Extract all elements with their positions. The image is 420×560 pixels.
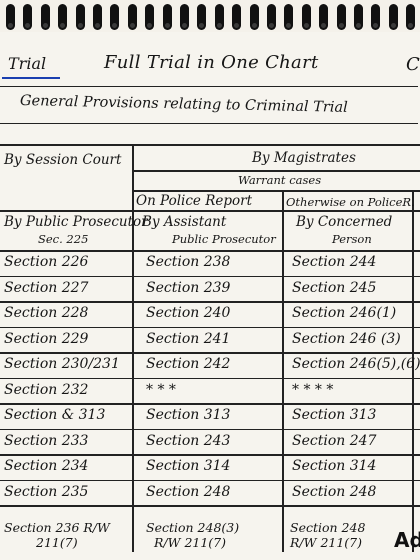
public-prosecutor-header: By Public Prosecutor <box>4 214 148 230</box>
topic-label: Trial <box>8 54 47 73</box>
table-cell: Section 314 <box>292 458 377 474</box>
page-bottom-edge <box>0 554 420 560</box>
header-bottom-border <box>0 250 420 252</box>
spiral-ring <box>40 4 50 30</box>
last-row-col3-line1: Section 248 <box>290 520 366 535</box>
warrant-divider <box>132 190 420 192</box>
spiral-ring <box>406 4 416 30</box>
table-cell: Section & 313 <box>4 407 106 423</box>
trial-chart-table: By Session Court By Magistrates Warrant … <box>0 144 420 554</box>
table-cell: Section 239 <box>146 279 231 296</box>
spiral-ring <box>127 4 137 30</box>
warrant-cases-header: Warrant cases <box>238 173 322 187</box>
spiral-ring <box>214 4 224 30</box>
notebook-spiral-binding <box>0 0 420 38</box>
table-cell: Section 313 <box>292 407 377 423</box>
row-divider <box>0 377 420 379</box>
spiral-ring <box>249 4 259 30</box>
assistant-prosecutor-header: By Assistant <box>142 214 227 230</box>
magistrate-divider <box>132 170 420 172</box>
row-divider <box>0 479 420 481</box>
magistrates-header: By Magistrates <box>252 150 356 166</box>
table-cell: Section 226 <box>4 254 89 270</box>
spiral-ring <box>232 4 242 30</box>
spiral-ring <box>267 4 276 30</box>
table-cell: Section 227 <box>4 279 89 296</box>
table-cell: Section 314 <box>146 458 231 474</box>
row-divider <box>0 403 420 405</box>
row-divider <box>0 505 420 507</box>
cut-off-letter: C <box>406 54 420 75</box>
row-divider <box>0 428 420 430</box>
table-cell: Section 238 <box>146 254 231 270</box>
notebook-page: Trial Full Trial in One Chart C General … <box>0 32 420 560</box>
last-row-col1-line1: Section 236 R/W <box>4 520 110 535</box>
table-cell: Section 245 <box>292 279 377 296</box>
table-cell: Section 242 <box>146 356 231 372</box>
spiral-ring <box>162 4 172 30</box>
spiral-ring <box>354 4 363 30</box>
spiral-ring <box>336 4 346 30</box>
spiral-ring <box>284 4 294 30</box>
spiral-ring <box>319 4 329 30</box>
table-cell: Section 233 <box>4 432 89 449</box>
spiral-ring <box>180 4 189 30</box>
table-cell: Section 232 <box>4 381 89 398</box>
column-divider-2 <box>282 190 284 552</box>
table-cell: Section 235 <box>4 483 89 500</box>
column-divider-3 <box>412 190 414 552</box>
spiral-ring <box>371 4 381 30</box>
police-report-header: On Police Report <box>136 193 252 209</box>
spiral-ring <box>58 4 68 30</box>
table-cell: Section 246(1) <box>292 305 397 321</box>
spiral-ring <box>301 4 311 30</box>
row-divider <box>0 352 420 354</box>
concerned-person-header: By Concerned <box>296 214 393 230</box>
table-cell: Section 228 <box>4 305 89 321</box>
column-divider-1 <box>132 144 134 552</box>
session-court-header: By Session Court <box>4 152 122 168</box>
spiral-ring <box>75 4 85 30</box>
table-cell: Section 248 <box>292 483 377 500</box>
spiral-ring <box>23 4 33 30</box>
table-cell: Section 241 <box>146 330 231 347</box>
table-cell: Section 244 <box>292 254 377 270</box>
row-divider <box>0 301 420 303</box>
last-row-col3-line2: R/W 211(7) <box>290 535 363 550</box>
assistant-prosecutor-header-line2: Public Prosecutor <box>172 232 276 246</box>
row-divider <box>0 326 420 328</box>
table-cell: Section 243 <box>146 432 231 449</box>
spiral-ring <box>6 4 15 30</box>
row-divider <box>0 454 420 456</box>
section-225-header: Sec. 225 <box>38 232 89 246</box>
table-cell: Section 246 (3) <box>292 330 401 347</box>
subheader-divider <box>0 210 420 212</box>
table-cell: Section 229 <box>4 330 89 347</box>
table-cell: Section 230/231 <box>4 356 120 372</box>
last-row-col1-line2: 211(7) <box>36 535 78 550</box>
table-top-border <box>0 144 420 146</box>
spiral-ring <box>388 4 398 30</box>
subtitle-box <box>0 86 418 124</box>
table-cell: * * * * <box>292 381 334 398</box>
table-cell: Section 248 <box>146 483 231 500</box>
spiral-ring <box>110 4 120 30</box>
row-divider <box>0 275 420 277</box>
table-cell: * * * <box>146 381 176 398</box>
spiral-ring <box>93 4 102 30</box>
page-title: Full Trial in One Chart <box>104 52 319 73</box>
watermark-text: Adv <box>394 528 420 552</box>
table-cell: Section 240 <box>146 305 231 321</box>
concerned-person-header-line2: Person <box>332 232 372 246</box>
table-cell: Section 313 <box>146 407 231 423</box>
last-row-col2-line2: R/W 211(7) <box>154 535 227 550</box>
spiral-ring <box>145 4 155 30</box>
table-cell: Section 234 <box>4 458 89 474</box>
last-row-col2-line1: Section 248(3) <box>146 520 240 535</box>
table-cell: Section 246(5),(6) <box>292 356 420 372</box>
spiral-ring <box>197 4 207 30</box>
otherwise-police-report-header: Otherwise on PoliceR. <box>286 195 415 209</box>
topic-underline <box>2 77 60 79</box>
table-cell: Section 247 <box>292 432 377 449</box>
